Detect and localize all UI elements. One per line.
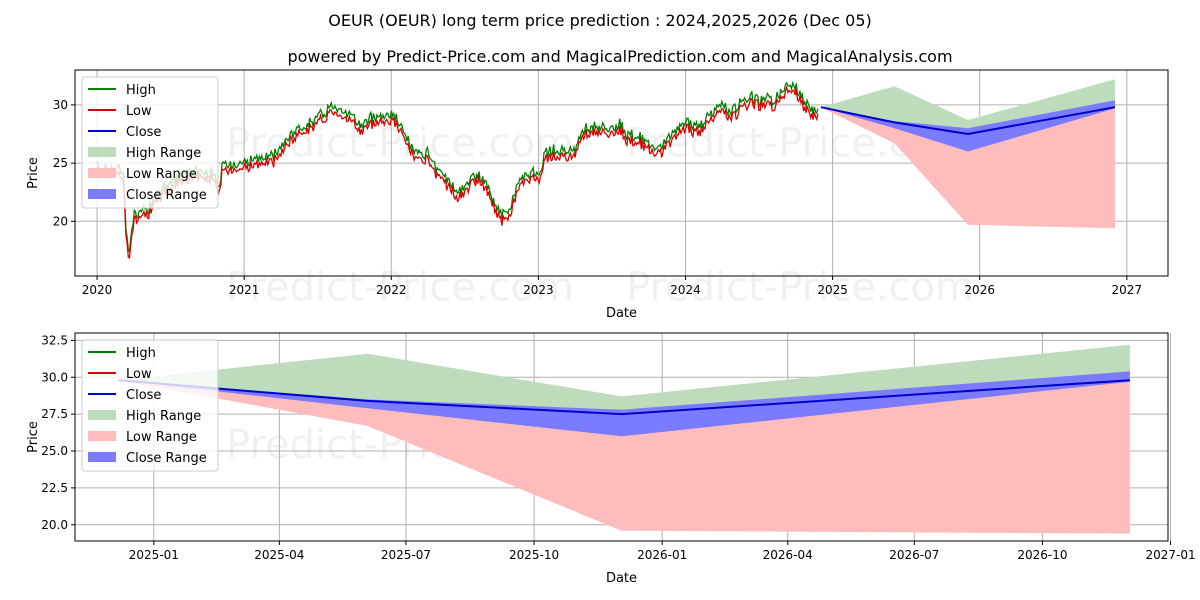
- x-axis-label: Date: [606, 571, 637, 586]
- watermark: Predict-Price.com: [626, 265, 974, 311]
- y-axis-label: Price: [26, 421, 41, 453]
- x-tick-label: 2025-01: [129, 548, 179, 562]
- x-tick-label: 2026-04: [763, 548, 813, 562]
- close-range-band: [820, 100, 1115, 152]
- chart-title: OEUR (OEUR) long term price prediction :…: [328, 11, 871, 30]
- legend-close-range-swatch: [88, 452, 116, 462]
- legend: High Low Close High Range Low Range Close Ran…: [81, 76, 219, 209]
- legend-low-label: Low: [126, 104, 152, 119]
- y-tick-label: 22.5: [41, 481, 68, 495]
- x-tick-label: 2027-01: [1145, 548, 1195, 562]
- watermark: Predict-Price.com: [226, 121, 574, 167]
- plot-area: [118, 344, 1130, 534]
- legend-close-range-label: Close Range: [126, 188, 207, 203]
- x-tick-label: 2026: [964, 283, 995, 297]
- legend-high-label: High: [126, 346, 156, 361]
- legend-low-label: Low: [126, 367, 152, 382]
- x-tick-label: 2025-07: [381, 548, 431, 562]
- legend-high-range-swatch: [88, 147, 116, 157]
- low-range-band: [118, 380, 1130, 534]
- legend: High Low Close High Range Low Range Close Ran…: [81, 339, 219, 472]
- x-tick-label: 2022: [376, 283, 407, 297]
- y-tick-label: 32.5: [41, 333, 68, 347]
- y-tick-label: 30.0: [41, 370, 68, 384]
- legend-close-label: Close: [126, 125, 161, 140]
- legend-close-range-swatch: [88, 189, 116, 199]
- legend-low-range-swatch: [88, 168, 116, 178]
- close-prediction-line: [118, 379, 1130, 416]
- x-tick-label: 2024: [670, 283, 701, 297]
- y-tick-label: 30: [53, 98, 68, 112]
- legend-low-range-label: Low Range: [126, 430, 197, 445]
- x-axis-label: Date: [606, 306, 637, 321]
- legend-high-range-swatch: [88, 410, 116, 420]
- legend-high-range-label: High Range: [126, 409, 201, 424]
- close-prediction-line: [820, 106, 1116, 136]
- y-axis-label: Price: [26, 157, 41, 189]
- x-tick-label: 2026-01: [637, 548, 687, 562]
- chart-subtitle: powered by Predict-Price.com and Magical…: [287, 47, 952, 66]
- axes-frame: [74, 69, 1169, 277]
- lower-chart-panel: Predict-Price.comPredict-Price.com2025-0…: [26, 332, 1196, 586]
- legend-close-range-label: Close Range: [126, 451, 207, 466]
- watermark: Predict-Price.com: [226, 265, 574, 311]
- y-tick-label: 25.0: [41, 444, 68, 458]
- legend-high-range-label: High Range: [126, 146, 201, 161]
- x-tick-label: 2025-04: [254, 548, 304, 562]
- plot-area: [96, 79, 1116, 259]
- legend-low-range-swatch: [88, 431, 116, 441]
- y-tick-label: 25: [53, 156, 68, 170]
- x-tick-label: 2021: [229, 283, 260, 297]
- x-tick-label: 2023: [523, 283, 554, 297]
- y-tick-label: 20: [53, 214, 68, 228]
- upper-chart-panel: Predict-Price.com Predict-Price.com Predic…: [26, 69, 1169, 321]
- x-tick-label: 2025-10: [509, 548, 559, 562]
- legend-close-label: Close: [126, 388, 161, 403]
- x-tick-label: 2027: [1112, 283, 1143, 297]
- x-tick-label: 2026-07: [889, 548, 939, 562]
- legend-high-label: High: [126, 83, 156, 98]
- close-range-band: [118, 371, 1130, 437]
- x-tick-label: 2026-10: [1017, 548, 1067, 562]
- low-range-band: [820, 107, 1115, 229]
- y-tick-label: 20.0: [41, 518, 68, 532]
- axes-frame: [74, 332, 1169, 542]
- x-tick-label: 2020: [82, 283, 113, 297]
- legend-low-range-label: Low Range: [126, 167, 197, 182]
- y-tick-label: 27.5: [41, 407, 68, 421]
- x-tick-label: 2025: [817, 283, 848, 297]
